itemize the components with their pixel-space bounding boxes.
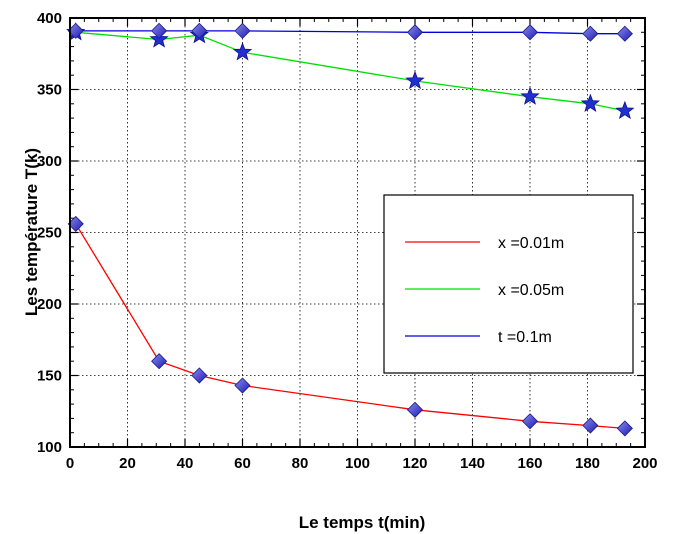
- x-axis-title: Le temps t(min): [299, 513, 426, 532]
- data-point-x-0-01m: [234, 377, 251, 394]
- data-point-x-0-01m: [582, 417, 599, 434]
- data-point-t-0-1m: [191, 22, 208, 39]
- x-tick-label: 160: [517, 455, 542, 472]
- data-point-t-0-1m: [521, 24, 539, 41]
- y-tick-label: 100: [37, 439, 62, 456]
- series-line-x-0-01m: [75, 223, 625, 430]
- legend-label-t-0-1m: t =0.1m: [498, 329, 552, 346]
- x-tick-label: 80: [292, 455, 309, 472]
- legend: x =0.01m x =0.05m t =0.1m: [383, 194, 634, 374]
- data-point-t-0-1m: [151, 22, 168, 39]
- plot-frame: [69, 17, 646, 448]
- data-point-t-0-1m: [582, 25, 599, 42]
- tick-labels: 0 20 40 60 80 100 120 140 160 180 200 100 150 200 250 3…: [37, 10, 658, 472]
- legend-box: [383, 194, 634, 374]
- y-tick-label: 200: [37, 296, 62, 313]
- x-tick-label: 140: [460, 455, 485, 472]
- data-point-x-0-01m: [616, 420, 633, 437]
- data-point-t-0-1m: [406, 24, 424, 41]
- data-point-x-0-01m: [406, 401, 424, 418]
- x-tick-label: 0: [66, 455, 74, 472]
- y-tick-label: 250: [37, 225, 62, 242]
- x-tick-label: 100: [345, 455, 370, 472]
- series-markers: [66, 22, 635, 437]
- x-tick-label: 200: [632, 455, 657, 472]
- data-point-t-0-1m: [234, 22, 251, 39]
- x-tick-label: 180: [575, 455, 600, 472]
- y-tick-label: 350: [37, 82, 62, 99]
- x-tick-label: 60: [234, 455, 251, 472]
- series-line-x-0-05m: [75, 31, 626, 112]
- y-tick-label: 400: [37, 10, 62, 27]
- data-point-x-0-01m: [191, 367, 208, 384]
- data-point-x-0-05m: [520, 86, 540, 105]
- x-tick-label: 40: [177, 455, 194, 472]
- data-point-t-0-1m: [616, 25, 633, 42]
- data-point-x-0-01m: [151, 353, 168, 370]
- x-tick-label: 20: [119, 455, 136, 472]
- y-axis-title: Les température T(k): [22, 148, 41, 316]
- legend-label-x-0-01m: x =0.01m: [498, 235, 564, 252]
- data-point-x-0-05m: [580, 93, 600, 113]
- data-point-x-0-05m: [615, 100, 635, 120]
- grid-lines: [70, 18, 645, 447]
- data-point-x-0-05m: [405, 70, 425, 90]
- data-point-x-0-05m: [232, 42, 253, 61]
- x-tick-label: 120: [402, 455, 427, 472]
- legend-label-x-0-05m: x =0.05m: [498, 282, 564, 299]
- data-point-x-0-01m: [521, 413, 539, 430]
- y-tick-label: 300: [37, 153, 62, 170]
- y-tick-label: 150: [37, 368, 62, 385]
